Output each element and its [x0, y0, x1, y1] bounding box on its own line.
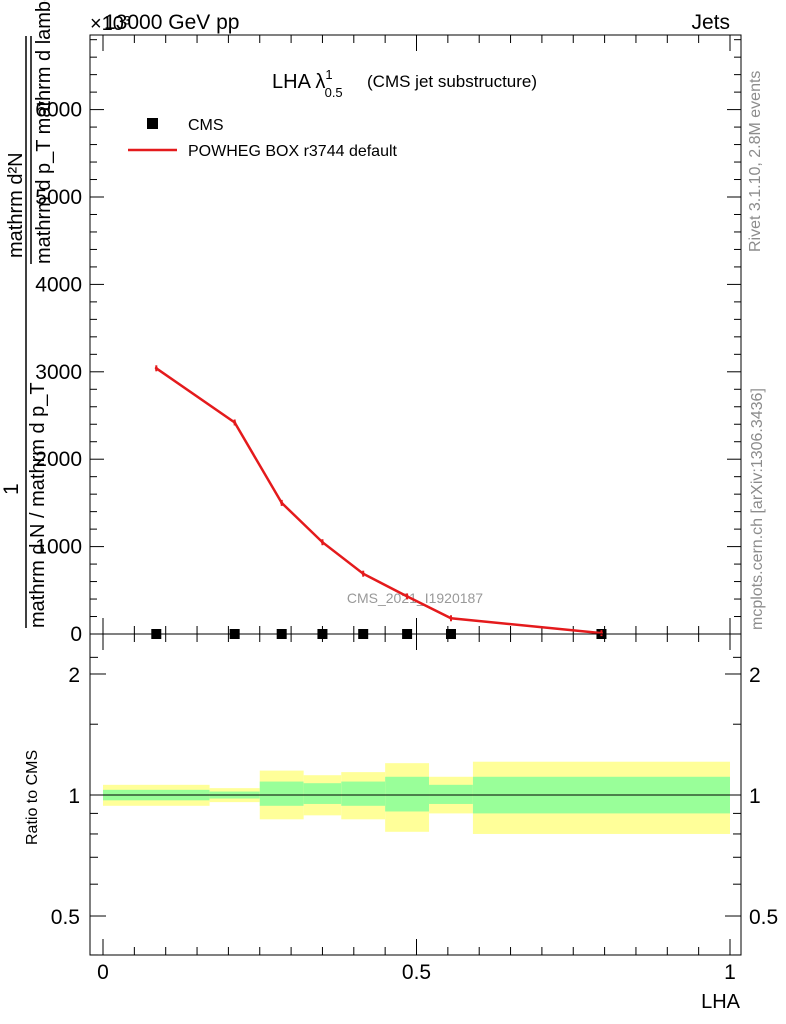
ratio-inner-band	[259, 781, 304, 806]
powheg-point	[233, 420, 237, 424]
legend: CMS POWHEG BOX r3744 default	[128, 117, 398, 160]
ylabel-denom-top: mathrm d p_T mathrm d lambda	[33, 0, 55, 264]
header-left: 13000 GeV pp	[104, 11, 239, 34]
main-panel: 0 1000 2000 3000 4000 5000 6000 CMS_2021_I1920…	[0, 0, 742, 646]
ylabel-denom: mathrm d N / mathrm d p_T	[27, 382, 49, 628]
powheg-point	[154, 366, 158, 370]
powheg-point	[280, 501, 284, 505]
legend-cms-label: CMS	[188, 117, 224, 134]
powheg-line	[155, 367, 602, 635]
powheg-point	[320, 540, 324, 544]
main-x-ticks	[102, 35, 731, 634]
ratio-inner-band	[303, 783, 342, 804]
ratio-y-tick-label: 2	[68, 664, 80, 687]
x-tick-label: 0	[97, 961, 109, 984]
ylabel-one: 1	[0, 483, 23, 495]
ratio-panel: 0.5 0.51 12 2 0 0.5 1 Ratio to CMS LHA	[24, 633, 778, 1013]
y-exponent-label: ×10³	[90, 13, 131, 35]
rivet-label: Rivet 3.1.10, 2.8M events	[747, 71, 764, 252]
legend-powheg-label: POWHEG BOX r3744 default	[188, 143, 398, 160]
ratio-y-tick-label: 1	[68, 785, 80, 808]
watermark: CMS_2021_I1920187	[347, 590, 483, 606]
main-y-ticks: 0 1000 2000 3000 4000 5000 6000	[35, 39, 741, 646]
main-y-tick-label: 1000	[35, 536, 82, 559]
mcplots-label: mcplots.cern.ch [arXiv:1306.3436]	[749, 388, 766, 630]
plot-title-main: LHA λ	[272, 71, 325, 93]
main-y-tick-label: 5000	[35, 186, 82, 209]
main-y-tick-label: 2000	[35, 448, 82, 471]
main-y-tick-label: 4000	[35, 273, 82, 296]
ratio-inner-band	[385, 776, 430, 812]
x-axis-label: LHA	[701, 991, 741, 1013]
ratio-y-tick-label-right: 2	[749, 664, 761, 687]
main-y-tick-label: 3000	[35, 361, 82, 384]
legend-cms-marker	[147, 118, 158, 129]
plot-subtitle: (CMS jet substructure)	[367, 72, 537, 91]
ratio-y-axis-label: Ratio to CMS	[24, 750, 41, 845]
main-y-tick-label: 6000	[35, 99, 82, 122]
ratio-y-ticks: 0.5 0.5 1 1 2 2	[51, 656, 778, 956]
ratio-bands	[103, 761, 730, 834]
header-right: Jets	[691, 11, 730, 34]
x-tick-label: 1	[724, 961, 736, 984]
ratio-inner-band	[341, 781, 386, 806]
plot-title-sup: 1	[325, 67, 332, 82]
ratio-y-tick-label: 0.5	[51, 906, 80, 929]
main-y-axis-label: mathrm d²N mathrm d p_T mathrm d lambda …	[0, 0, 55, 628]
plot-title: LHA λ1 0.5	[272, 67, 343, 100]
main-y-tick-label: 0	[70, 623, 82, 646]
ratio-inner-band	[429, 784, 473, 804]
x-tick-label: 0.5	[402, 961, 431, 984]
ratio-y-tick-label-right: 0.5	[749, 906, 778, 929]
ylabel-numer-top: mathrm d²N	[5, 152, 27, 258]
powheg-point	[449, 616, 453, 620]
ratio-y-tick-label-right: 1	[749, 785, 761, 808]
ratio-x-ticks: 0 0.5 1	[97, 634, 736, 984]
plot-title-sub: 0.5	[325, 85, 343, 100]
powheg-point	[405, 594, 409, 598]
powheg-point	[361, 572, 365, 576]
